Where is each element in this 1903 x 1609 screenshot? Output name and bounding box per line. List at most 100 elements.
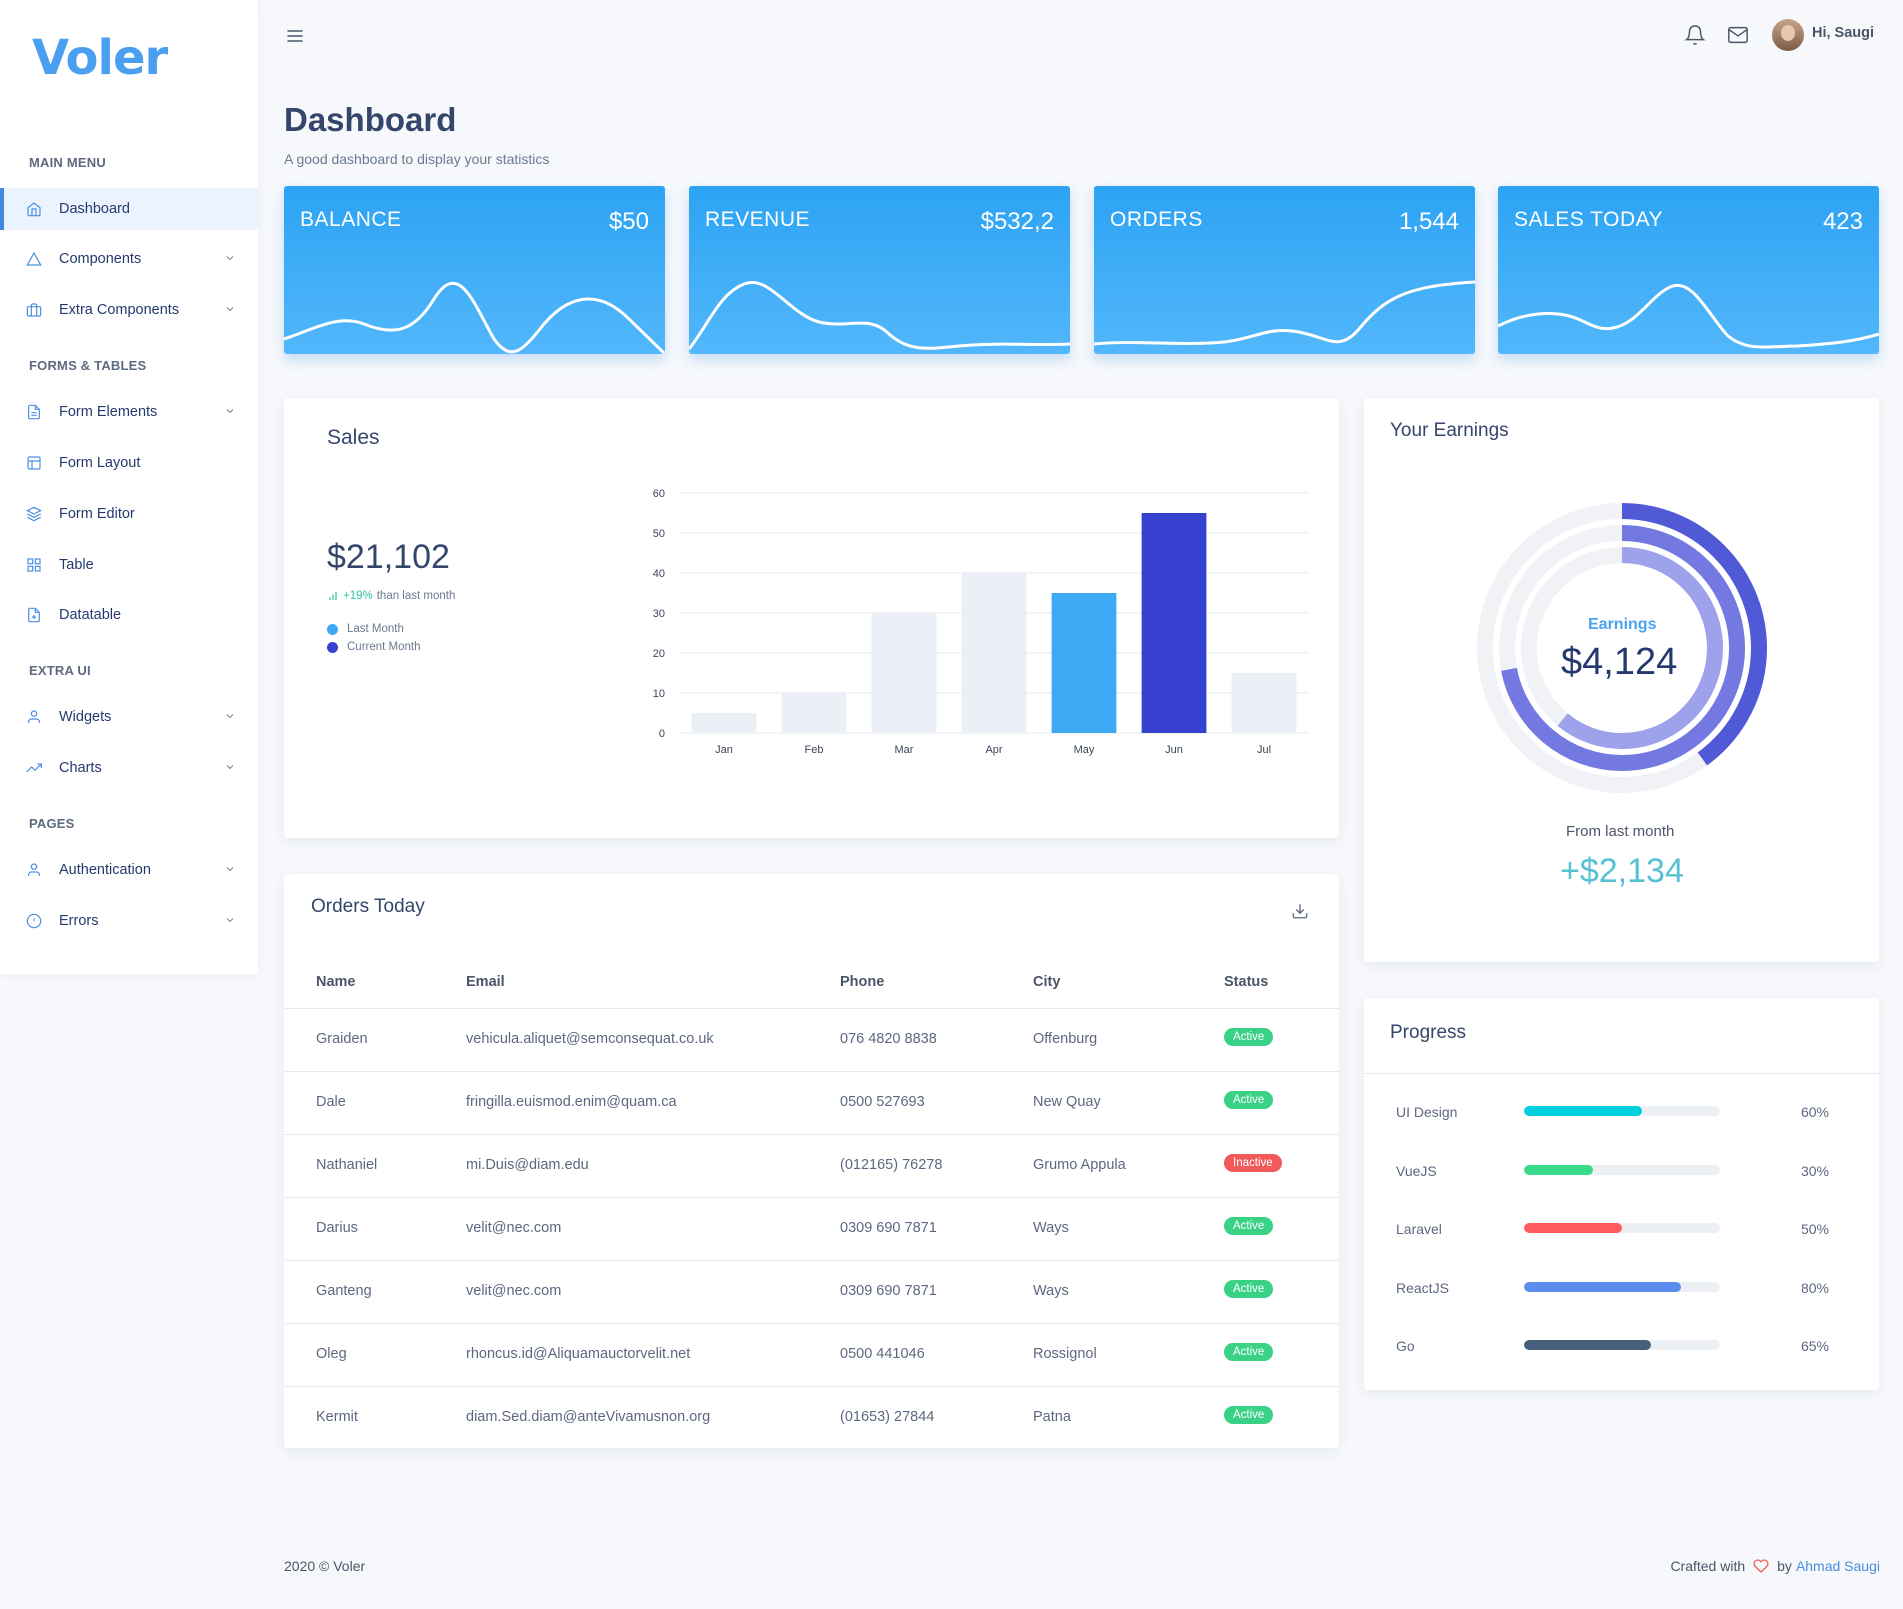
bar-jun[interactable] — [1141, 513, 1207, 733]
sidebar-item-widgets[interactable]: Widgets — [0, 696, 258, 738]
layout-icon — [26, 455, 42, 471]
cell-phone: 0500 527693 — [840, 1094, 925, 1110]
column-header[interactable]: Status — [1224, 974, 1269, 990]
grid-icon — [26, 557, 42, 573]
y-tick-label: 60 — [653, 488, 665, 500]
cell-phone: 0309 690 7871 — [840, 1283, 937, 1299]
file-plus-icon — [26, 607, 42, 623]
table-row[interactable]: Dale fringilla.euismod.enim@quam.ca 0500 5… — [284, 1071, 1339, 1133]
sidebar-item-label: Extra Components — [59, 302, 180, 318]
sidebar-item-form-elements[interactable]: Form Elements — [0, 391, 258, 433]
column-header[interactable]: Phone — [840, 974, 885, 990]
table-row[interactable]: Graiden vehicula.aliquet@semconsequat.co.… — [284, 1008, 1339, 1070]
stat-value: 1,544 — [1398, 208, 1459, 235]
cell-email: mi.Duis@diam.edu — [466, 1157, 589, 1173]
status-badge: Active — [1224, 1343, 1274, 1361]
menu-icon[interactable] — [285, 26, 305, 46]
status-badge: Active — [1224, 1280, 1274, 1298]
sidebar-item-label: Form Layout — [59, 455, 141, 471]
progress-row: Go 65% — [1364, 1330, 1879, 1360]
chevron-down-icon — [224, 710, 236, 722]
layers-icon — [26, 506, 42, 522]
table-row[interactable]: Kermit diam.Sed.diam@anteVivamusnon.org (0… — [284, 1386, 1339, 1448]
bar-feb[interactable] — [781, 693, 847, 733]
home-icon — [26, 201, 42, 217]
heart-icon — [1753, 1558, 1769, 1574]
legend-dot — [327, 623, 338, 635]
cell-email: rhoncus.id@Aliquamauctorvelit.net — [466, 1346, 691, 1362]
chevron-down-icon — [224, 863, 236, 875]
chevron-down-icon — [224, 303, 236, 315]
legend-item: Current Month — [327, 641, 421, 653]
download-icon[interactable] — [1291, 902, 1309, 920]
sidebar-item-errors[interactable]: Errors — [0, 900, 258, 942]
column-header[interactable]: Email — [466, 974, 505, 990]
sidebar-item-extra-components[interactable]: Extra Components — [0, 289, 258, 331]
bar-mar[interactable] — [871, 613, 937, 733]
mail-icon[interactable] — [1727, 24, 1749, 46]
y-tick-label: 50 — [653, 528, 665, 540]
table-row[interactable]: Nathaniel mi.Duis@diam.edu (012165) 76278 G… — [284, 1134, 1339, 1196]
bar-apr[interactable] — [961, 573, 1027, 733]
progress-value: 65% — [1800, 1338, 1829, 1354]
sales-bar-chart: 0 10 20 30 40 50 60 Jan Feb Mar Apr May Jun Jul — [653, 488, 1309, 756]
sidebar-item-table[interactable]: Table — [0, 544, 258, 586]
sidebar-item-form-layout[interactable]: Form Layout — [0, 442, 258, 484]
sales-total: $21,102 — [327, 538, 450, 576]
cell-name: Ganteng — [316, 1283, 372, 1299]
legend-label: Last Month — [347, 623, 404, 635]
from-last-month-value: +$2,134 — [1560, 852, 1684, 890]
menu-section-title: EXTRA UI — [29, 663, 91, 678]
table-row[interactable]: Ganteng velit@nec.com 0309 690 7871 Ways Act… — [284, 1260, 1339, 1322]
column-header[interactable]: City — [1033, 974, 1061, 990]
earnings-radial-chart — [1477, 503, 1767, 793]
avatar[interactable] — [1772, 19, 1804, 51]
progress-fill — [1524, 1164, 1593, 1175]
sidebar-item-authentication[interactable]: Authentication — [0, 849, 258, 891]
cell-city: Ways — [1033, 1220, 1069, 1236]
progress-row: Laravel 50% — [1364, 1213, 1879, 1243]
cell-city: Ways — [1033, 1283, 1069, 1299]
cell-name: Nathaniel — [316, 1157, 378, 1173]
sidebar: Voler MAIN MENU Dashboard Components Ext… — [0, 0, 258, 974]
cell-name: Kermit — [316, 1409, 358, 1425]
progress-value: 80% — [1800, 1279, 1829, 1296]
sidebar-item-datatable[interactable]: Datatable — [0, 594, 258, 636]
x-tick-label: Jun — [1165, 744, 1183, 756]
table-row[interactable]: Oleg rhoncus.id@Aliquamauctorvelit.net 050… — [284, 1323, 1339, 1385]
progress-value: 60% — [1800, 1104, 1829, 1120]
x-tick-label: Mar — [895, 744, 914, 756]
by-text: by — [1777, 1558, 1792, 1574]
author-link[interactable]: Ahmad Saugi — [1795, 1558, 1880, 1574]
table-row[interactable]: Darius velit@nec.com 0309 690 7871 Ways Acti… — [284, 1197, 1339, 1259]
bar-may[interactable] — [1051, 593, 1117, 733]
bar-chart-icon — [327, 590, 339, 602]
stat-card-balance: BALANCE $50 — [284, 186, 665, 354]
cell-phone: 076 4820 8838 — [840, 1031, 937, 1047]
sidebar-item-components[interactable]: Components — [0, 238, 258, 280]
sidebar-item-label: Table — [59, 557, 94, 573]
trend-percent: +19% — [343, 590, 373, 602]
earnings-value: $4,124 — [1561, 641, 1678, 683]
earnings-label: Earnings — [1588, 616, 1657, 633]
x-tick-label: May — [1074, 744, 1095, 756]
column-header[interactable]: Name — [316, 974, 356, 990]
cell-email: fringilla.euismod.enim@quam.ca — [466, 1094, 677, 1110]
bar-jan[interactable] — [691, 713, 757, 733]
bar-jul[interactable] — [1231, 673, 1297, 733]
user-greeting[interactable]: Hi, Saugi — [1812, 25, 1875, 41]
card-title: Orders Today — [311, 896, 425, 917]
status-badge: Active — [1224, 1091, 1274, 1109]
progress-label: UI Design — [1396, 1104, 1458, 1120]
bell-icon[interactable] — [1684, 24, 1706, 46]
sidebar-item-form-editor[interactable]: Form Editor — [0, 493, 258, 535]
user-icon — [26, 709, 42, 725]
menu-section-title: PAGES — [29, 816, 75, 831]
logo[interactable]: Voler — [32, 30, 168, 86]
cell-phone: (01653) 27844 — [840, 1409, 935, 1425]
cell-email: diam.Sed.diam@anteVivamusnon.org — [466, 1409, 711, 1425]
legend-label: Current Month — [347, 641, 421, 653]
sidebar-item-charts[interactable]: Charts — [0, 747, 258, 789]
sidebar-item-dashboard[interactable]: Dashboard — [0, 188, 258, 230]
stat-title: BALANCE — [300, 208, 402, 231]
